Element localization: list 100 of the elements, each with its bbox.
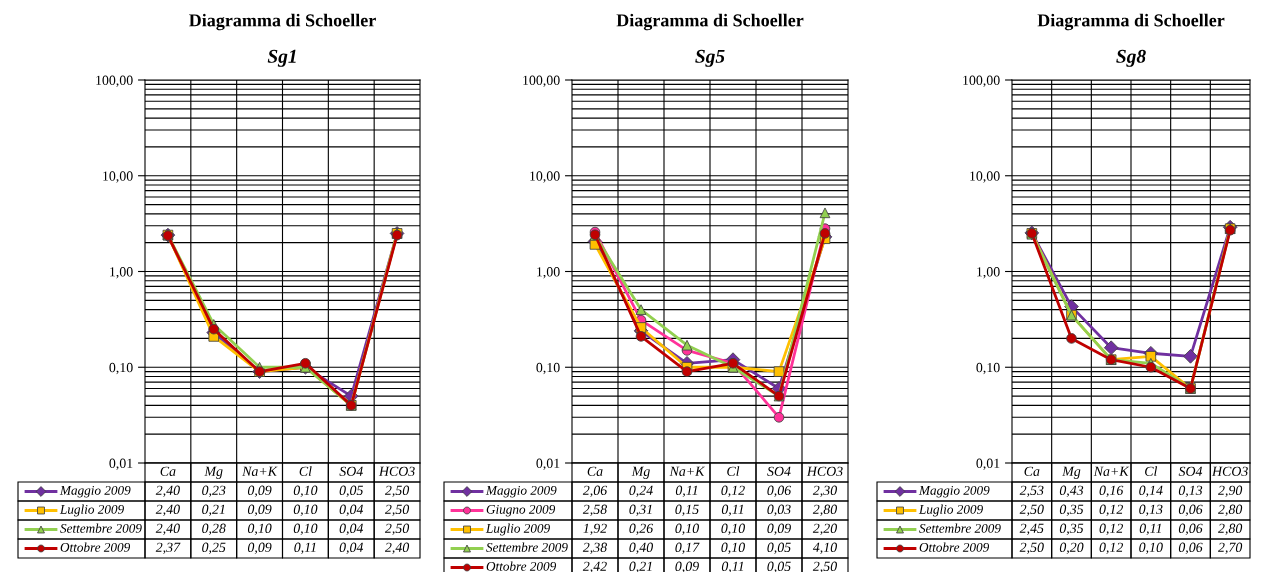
data-label: 2,50 bbox=[384, 485, 410, 497]
x-tick-label: Mg bbox=[204, 466, 223, 479]
legend-label: Luglio 2009 bbox=[485, 523, 550, 536]
data-label: 0,10 bbox=[1139, 542, 1163, 554]
legend-label: Luglio 2009 bbox=[59, 504, 124, 517]
y-tick-label: 100,00 bbox=[96, 75, 133, 87]
data-label: 0,31 bbox=[629, 504, 652, 516]
data-label: 2,40 bbox=[384, 542, 410, 554]
y-tick-label: 1,00 bbox=[977, 267, 1000, 279]
x-tick-label: Na+K bbox=[242, 466, 278, 476]
y-tick-label: 1,00 bbox=[537, 267, 560, 279]
x-tick-label: Mg bbox=[1062, 466, 1081, 479]
data-label: 2,37 bbox=[155, 542, 181, 554]
data-label: 2,45 bbox=[1019, 523, 1044, 535]
y-tick-label: 10,00 bbox=[530, 171, 560, 183]
data-label: 0,03 bbox=[767, 504, 791, 516]
data-label: 0,40 bbox=[629, 542, 653, 554]
data-label: 0,21 bbox=[629, 561, 652, 572]
x-tick-label: SO4 bbox=[339, 466, 363, 476]
data-label: 0,09 bbox=[767, 523, 791, 535]
legend-label: Settembre 2009 bbox=[60, 523, 142, 533]
data-label: 0,21 bbox=[202, 504, 225, 516]
data-label: 0,10 bbox=[721, 542, 745, 554]
data-label: 0,10 bbox=[293, 523, 318, 535]
chart-subtitle: Sg5 bbox=[695, 49, 725, 67]
data-label: 0,10 bbox=[293, 485, 318, 497]
data-label: 0,05 bbox=[339, 485, 363, 497]
data-label: 0,10 bbox=[675, 523, 699, 535]
data-label: 2,53 bbox=[1019, 485, 1044, 497]
data-label: 2,40 bbox=[155, 523, 180, 535]
x-tick-label: Cl bbox=[1145, 466, 1158, 476]
y-tick-label: 100,00 bbox=[523, 75, 560, 87]
data-label: 0,17 bbox=[675, 542, 700, 554]
data-label: 2,40 bbox=[155, 504, 180, 516]
x-tick-label: Mg bbox=[631, 466, 650, 479]
data-label: 2,06 bbox=[582, 485, 608, 497]
data-label: 2,42 bbox=[582, 561, 607, 572]
x-tick-label: Cl bbox=[299, 466, 312, 476]
x-tick-label: Ca bbox=[587, 466, 603, 476]
data-label: 2,50 bbox=[384, 523, 410, 535]
data-label: 0,09 bbox=[675, 561, 699, 572]
chart-subtitle: Sg8 bbox=[1116, 49, 1146, 67]
data-label: 2,40 bbox=[155, 485, 180, 497]
data-label: 0,12 bbox=[1099, 542, 1124, 554]
x-tick-label: Na+K bbox=[1093, 466, 1130, 476]
data-label: 0,11 bbox=[294, 542, 316, 554]
legend-label: Settembre 2009 bbox=[486, 542, 568, 552]
data-label: 0,11 bbox=[1139, 523, 1161, 535]
data-label: 2,38 bbox=[582, 542, 607, 554]
chart-title: Diagramma di Schoeller bbox=[616, 13, 804, 31]
x-tick-label: Ca bbox=[160, 466, 176, 476]
y-tick-label: 0,01 bbox=[976, 458, 1000, 470]
data-label: 0,05 bbox=[767, 561, 791, 572]
chart-title: Diagramma di Schoeller bbox=[189, 13, 376, 31]
x-tick-label: HCO3 bbox=[806, 466, 843, 476]
data-label: 2,50 bbox=[1019, 542, 1044, 554]
data-label: 0,35 bbox=[1059, 504, 1084, 516]
x-tick-label: HCO3 bbox=[1211, 466, 1248, 476]
x-tick-label: Cl bbox=[727, 466, 740, 476]
data-label: 1,92 bbox=[583, 523, 607, 535]
legend-label: Giugno 2009 bbox=[486, 504, 556, 517]
data-label: 2,90 bbox=[1218, 485, 1243, 497]
legend-label: Maggio 2009 bbox=[485, 485, 557, 498]
data-label: 0,04 bbox=[339, 504, 364, 516]
data-label: 0,35 bbox=[1059, 523, 1084, 535]
y-tick-label: 0,01 bbox=[109, 458, 133, 470]
legend-label: Maggio 2009 bbox=[59, 485, 131, 498]
data-label: 0,10 bbox=[293, 504, 318, 516]
data-label: 0,04 bbox=[339, 523, 364, 535]
data-label: 2,50 bbox=[1019, 504, 1044, 516]
data-label: 0,25 bbox=[202, 542, 226, 554]
data-label: 0,13 bbox=[1139, 504, 1163, 516]
data-label: 0,12 bbox=[1099, 504, 1124, 516]
data-label: 2,58 bbox=[582, 504, 607, 516]
y-tick-label: 0,10 bbox=[536, 362, 560, 375]
data-label: 0,09 bbox=[247, 485, 272, 497]
data-label: 0,15 bbox=[675, 504, 699, 516]
legend-label: Ottobre 2009 bbox=[919, 542, 990, 552]
data-label: 0,26 bbox=[629, 523, 654, 535]
data-label: 0,16 bbox=[1099, 485, 1124, 497]
data-label: 0,23 bbox=[202, 485, 226, 497]
x-tick-label: SO4 bbox=[767, 466, 791, 476]
data-label: 0,10 bbox=[721, 523, 745, 535]
data-label: 0,11 bbox=[721, 504, 744, 516]
data-label: 2,50 bbox=[384, 504, 410, 516]
data-label: 0,06 bbox=[1178, 542, 1203, 554]
legend-label: Maggio 2009 bbox=[918, 485, 990, 498]
y-tick-label: 0,10 bbox=[976, 362, 1000, 375]
legend-label: Luglio 2009 bbox=[918, 504, 983, 517]
legend-label: Ottobre 2009 bbox=[60, 542, 131, 552]
x-tick-label: HCO3 bbox=[378, 466, 415, 476]
data-label: 0,11 bbox=[721, 561, 744, 572]
data-label: 0,06 bbox=[1178, 523, 1203, 535]
data-label: 0,43 bbox=[1059, 485, 1084, 497]
data-label: 0,11 bbox=[675, 485, 698, 497]
x-tick-label: Ca bbox=[1024, 466, 1040, 476]
y-tick-label: 0,01 bbox=[536, 458, 560, 470]
y-tick-label: 0,10 bbox=[109, 362, 133, 375]
data-label: 0,20 bbox=[1059, 542, 1084, 554]
data-label: 0,05 bbox=[767, 542, 791, 554]
